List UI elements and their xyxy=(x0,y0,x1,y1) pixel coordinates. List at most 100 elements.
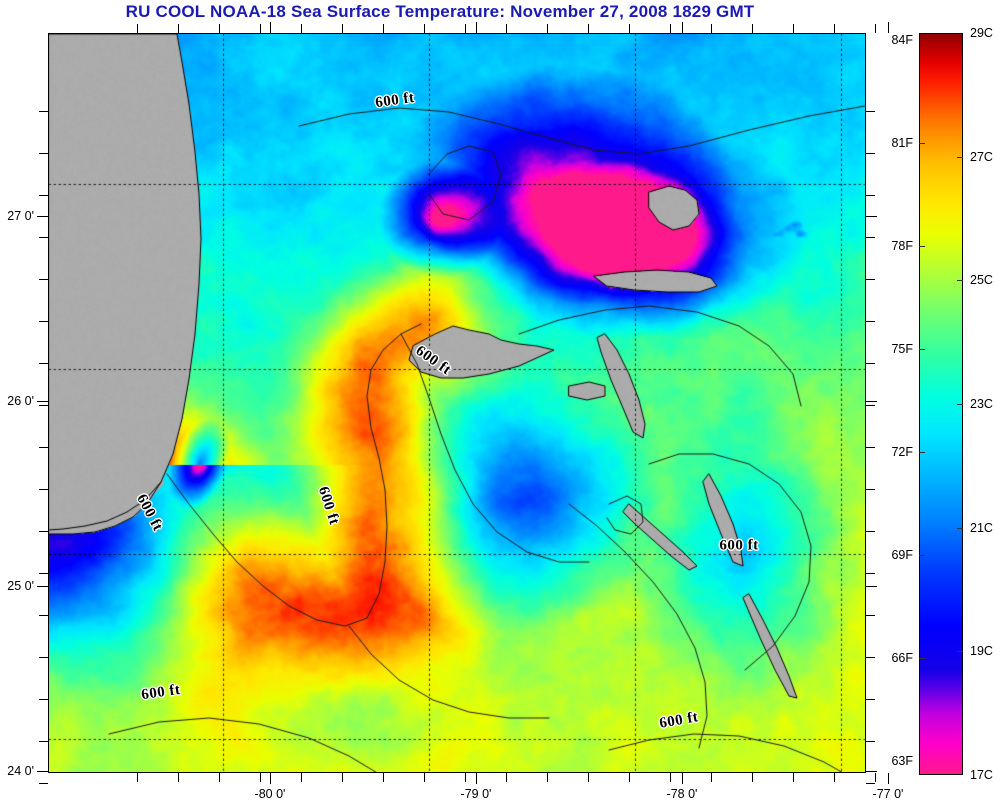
colorbar[interactable] xyxy=(919,33,963,775)
tick-x xyxy=(588,24,589,33)
tick-x xyxy=(711,773,712,782)
tick-y xyxy=(39,657,48,658)
tick-x xyxy=(834,773,835,782)
tick-y-major xyxy=(866,586,877,587)
tick-y xyxy=(39,237,48,238)
tick-y xyxy=(866,405,875,406)
colorbar-label-fahrenheit: 75F xyxy=(891,342,913,357)
tick-x-major xyxy=(888,22,889,33)
tick-y xyxy=(39,615,48,616)
tick-y-major xyxy=(37,771,48,772)
tick-y xyxy=(866,153,875,154)
colorbar-label-celsius: 19C xyxy=(970,644,993,659)
tick-x xyxy=(301,773,302,782)
tick-y xyxy=(39,279,48,280)
sst-map[interactable]: 600 ft 600 ft 600 ft 600 ft 600 ft 600 ft 600 … xyxy=(48,33,866,773)
tick-y xyxy=(39,195,48,196)
tick-x xyxy=(629,24,630,33)
tick-y xyxy=(39,741,48,742)
tick-x-major xyxy=(682,22,683,33)
tick-y xyxy=(866,195,875,196)
x-axis-label: -80 0' xyxy=(254,787,286,801)
colorbar-tick xyxy=(957,404,963,405)
tick-y xyxy=(866,447,875,448)
tick-y-major xyxy=(866,216,877,217)
tick-x xyxy=(137,773,138,782)
page-title: RU COOL NOAA-18 Sea Surface Temperature:… xyxy=(125,2,755,21)
tick-y xyxy=(866,531,875,532)
tick-x xyxy=(342,773,343,782)
tick-x xyxy=(465,24,466,33)
sst-raster xyxy=(49,34,865,772)
tick-x xyxy=(424,24,425,33)
tick-x xyxy=(383,24,384,33)
tick-y-major xyxy=(866,401,877,402)
tick-x xyxy=(178,24,179,33)
tick-x xyxy=(342,24,343,33)
tick-x-major xyxy=(888,773,889,784)
colorbar-gradient xyxy=(919,33,963,775)
tick-y xyxy=(866,657,875,658)
tick-y xyxy=(866,573,875,574)
x-axis-label: -77 0' xyxy=(872,787,904,801)
tick-y xyxy=(866,321,875,322)
tick-x xyxy=(875,24,876,33)
tick-x xyxy=(547,773,548,782)
y-axis-label: 27 0' xyxy=(7,209,34,223)
x-axis-label: -78 0' xyxy=(666,787,698,801)
colorbar-tick xyxy=(957,280,963,282)
tick-x-major xyxy=(270,22,271,33)
tick-x xyxy=(260,773,261,782)
tick-x xyxy=(793,24,794,33)
tick-y xyxy=(39,321,48,322)
y-axis-label: 24 0' xyxy=(7,764,34,778)
tick-y xyxy=(39,531,48,532)
colorbar-label-fahrenheit: 69F xyxy=(891,548,913,563)
colorbar-tick xyxy=(919,245,925,247)
tick-x xyxy=(383,773,384,782)
tick-x xyxy=(506,773,507,782)
tick-x xyxy=(670,24,671,33)
tick-x xyxy=(547,24,548,33)
tick-y xyxy=(866,783,875,784)
tick-x xyxy=(752,773,753,782)
colorbar-tick xyxy=(957,527,963,529)
tick-x xyxy=(834,24,835,33)
tick-x xyxy=(424,773,425,782)
tick-x xyxy=(465,773,466,782)
tick-x xyxy=(629,773,630,782)
tick-x-major xyxy=(476,773,477,784)
tick-x-major xyxy=(682,773,683,784)
tick-x xyxy=(588,773,589,782)
y-axis-label: 25 0' xyxy=(7,579,34,593)
tick-y xyxy=(866,363,875,364)
colorbar-tick xyxy=(919,658,925,660)
tick-y xyxy=(866,615,875,616)
tick-y xyxy=(39,447,48,448)
colorbar-label-fahrenheit: 78F xyxy=(891,238,913,253)
y-axis-label: 26 0' xyxy=(7,394,34,408)
tick-x xyxy=(711,24,712,33)
tick-x xyxy=(219,773,220,782)
tick-y-major xyxy=(37,401,48,402)
tick-x xyxy=(260,24,261,33)
tick-x-major xyxy=(476,22,477,33)
tick-x xyxy=(301,24,302,33)
colorbar-tick xyxy=(919,142,925,144)
colorbar-tick xyxy=(919,452,925,454)
tick-y xyxy=(39,153,48,154)
colorbar-label-fahrenheit: 81F xyxy=(891,135,913,150)
tick-x xyxy=(178,773,179,782)
tick-x xyxy=(219,24,220,33)
tick-y xyxy=(39,363,48,364)
tick-x xyxy=(670,773,671,782)
colorbar-tick xyxy=(919,349,925,351)
tick-y xyxy=(866,237,875,238)
colorbar-label-celsius: 25C xyxy=(970,273,993,288)
tick-y-major xyxy=(866,771,877,772)
tick-x xyxy=(506,24,507,33)
colorbar-label-fahrenheit: 66F xyxy=(891,651,913,666)
colorbar-label-celsius: 29C xyxy=(970,26,993,40)
tick-y xyxy=(39,573,48,574)
tick-y xyxy=(866,111,875,112)
